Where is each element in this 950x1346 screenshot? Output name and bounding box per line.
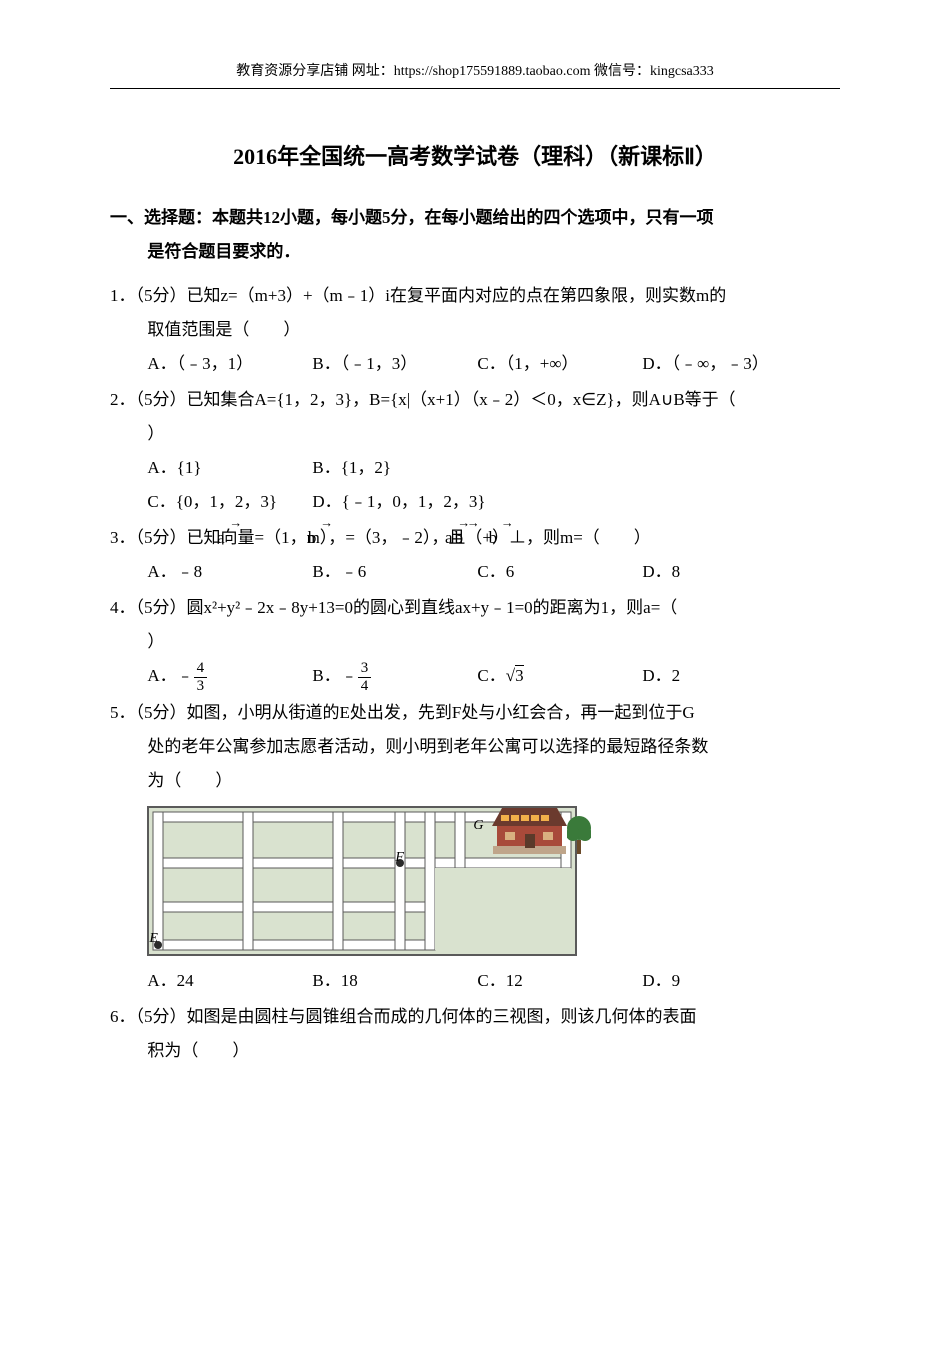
q3-option-d: D．8 — [642, 555, 807, 589]
q3-prefix: 3．（5分）已知向量 — [110, 528, 255, 547]
sqrt-icon: √3 — [506, 659, 524, 693]
question-6: 6．（5分）如图是由圆柱与圆锥组合而成的几何体的三视图，则该几何体的表面 积为（… — [110, 1000, 840, 1068]
q4-option-a: A．﹣43 — [147, 659, 312, 694]
q5-option-d: D．9 — [642, 964, 807, 998]
fraction-icon: 43 — [194, 660, 208, 694]
tree-icon — [567, 808, 591, 858]
question-1: 1．（5分）已知z=（m+3）+（m﹣1）i在复平面内对应的点在第四象限，则实数… — [110, 279, 840, 381]
q4-options: A．﹣43 B．﹣34 C．√3 D．2 — [110, 659, 840, 694]
q1-option-a: A．（﹣3，1） — [147, 347, 312, 381]
question-5: 5．（5分）如图，小明从街道的E处出发，先到F处与小红会合，再一起到位于G 处的… — [110, 696, 840, 998]
q6-text: 6．（5分）如图是由圆柱与圆锥组合而成的几何体的三视图，则该几何体的表面 — [110, 1000, 840, 1034]
q5-text: 5．（5分）如图，小明从街道的E处出发，先到F处与小红会合，再一起到位于G — [110, 696, 840, 730]
section-line1: 一、选择题：本题共12小题，每小题5分，在每小题给出的四个选项中，只有一项 — [110, 208, 714, 227]
q3-perp: ）⊥ — [492, 528, 526, 547]
q2-text2: ） — [110, 417, 840, 451]
q4b-prefix: B．﹣ — [312, 666, 357, 685]
q3-options: A．﹣8 B．﹣6 C．6 D．8 — [110, 555, 840, 589]
section-line2: 是符合题目要求的． — [110, 242, 300, 261]
q5-option-b: B．18 — [312, 964, 477, 998]
q1-text2: 取值范围是（ ） — [110, 313, 840, 347]
q4b-den: 4 — [358, 678, 372, 695]
q3-option-b: B．﹣6 — [312, 555, 477, 589]
q1-options: A．（﹣3，1） B．（﹣1，3） C．（1，+∞） D．（﹣∞，﹣3） — [110, 347, 840, 381]
q4-option-d: D．2 — [642, 659, 807, 694]
q2-text: 2．（5分）已知集合A={1，2，3}，B={x|（x+1）（x﹣2）＜0，x∈… — [110, 383, 840, 417]
q1-option-d: D．（﹣∞，﹣3） — [642, 347, 807, 381]
q4-option-b: B．﹣34 — [312, 659, 477, 694]
q3-suffix: ，则m=（ ） — [526, 528, 651, 547]
q4a-num: 4 — [194, 660, 208, 678]
house-icon — [487, 796, 572, 856]
question-2: 2．（5分）已知集合A={1，2，3}，B={x|（x+1）（x﹣2）＜0，x∈… — [110, 383, 840, 519]
q3-option-c: C．6 — [477, 555, 642, 589]
q2-options-row2: C．{0，1，2，3} D．{﹣1，0，1，2，3} — [110, 485, 840, 519]
q2-options-row1: A．{1} B．{1，2} — [110, 451, 840, 485]
exam-title: 2016年全国统一高考数学试卷（理科）（新课标Ⅱ） — [110, 139, 840, 171]
q2-option-a: A．{1} — [147, 451, 312, 485]
q3-text: 3．（5分）已知向量a=（1，m），b=（3，﹣2），且（a+b）⊥b，则m=（… — [110, 521, 840, 555]
q4c-prefix: C． — [477, 666, 505, 685]
q5-text2: 处的老年公寓参加志愿者活动，则小明到老年公寓可以选择的最短路径条数 — [110, 730, 840, 764]
q4c-val: 3 — [515, 665, 524, 685]
q2-option-d: D．{﹣1，0，1，2，3} — [312, 485, 485, 519]
street-diagram: E F G — [147, 806, 577, 956]
fraction-icon: 34 — [358, 660, 372, 694]
q4-text2: ） — [110, 625, 840, 659]
q1-option-c: C．（1，+∞） — [477, 347, 642, 381]
question-4: 4．（5分）圆x²+y²﹣2x﹣8y+13=0的圆心到直线ax+y﹣1=0的距离… — [110, 591, 840, 694]
q5-options: A．24 B．18 C．12 D．9 — [110, 964, 840, 998]
q2-option-c: C．{0，1，2，3} — [147, 485, 312, 519]
q4b-num: 3 — [358, 660, 372, 678]
q4a-prefix: A．﹣ — [147, 666, 193, 685]
q5-text3: 为（ ） — [110, 764, 840, 798]
q1-text: 1．（5分）已知z=（m+3）+（m﹣1）i在复平面内对应的点在第四象限，则实数… — [110, 279, 840, 313]
label-g: G — [473, 812, 483, 840]
section-heading: 一、选择题：本题共12小题，每小题5分，在每小题给出的四个选项中，只有一项 是符… — [110, 201, 840, 269]
label-f: F — [395, 844, 404, 872]
q2-option-b: B．{1，2} — [312, 451, 477, 485]
q3-option-a: A．﹣8 — [147, 555, 312, 589]
q5-option-a: A．24 — [147, 964, 312, 998]
q5-option-c: C．12 — [477, 964, 642, 998]
question-3: 3．（5分）已知向量a=（1，m），b=（3，﹣2），且（a+b）⊥b，则m=（… — [110, 521, 840, 589]
q4a-den: 3 — [194, 678, 208, 695]
q1-option-b: B．（﹣1，3） — [312, 347, 477, 381]
label-e: E — [149, 925, 158, 953]
q4-text: 4．（5分）圆x²+y²﹣2x﹣8y+13=0的圆心到直线ax+y﹣1=0的距离… — [110, 591, 840, 625]
page-header: 教育资源分享店铺 网址：https://shop175591889.taobao… — [110, 60, 840, 89]
q4-option-c: C．√3 — [477, 659, 642, 694]
q3-aeq: =（1，m）， — [255, 528, 346, 547]
q6-text2: 积为（ ） — [110, 1034, 840, 1068]
